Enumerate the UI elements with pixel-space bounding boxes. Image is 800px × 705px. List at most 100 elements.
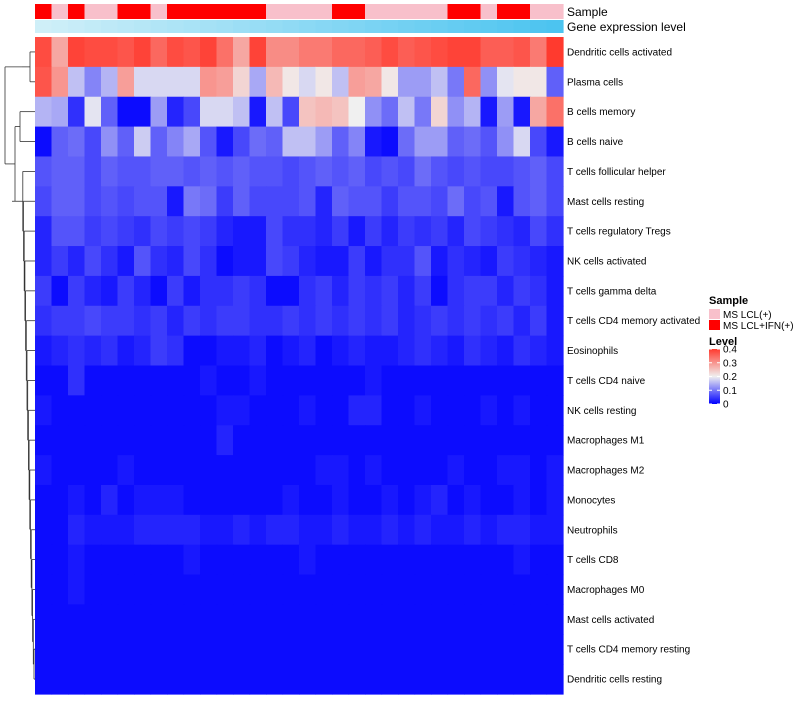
heatmap-cell	[348, 484, 366, 516]
heatmap-cell	[348, 156, 366, 187]
heatmap-cell	[497, 574, 515, 606]
heatmap-cell	[464, 395, 482, 426]
heatmap-cell	[315, 365, 333, 396]
heatmap-cell	[497, 365, 515, 396]
heatmap-cell	[233, 186, 251, 217]
heatmap-cell	[167, 96, 185, 128]
heatmap-cell	[134, 216, 152, 247]
legend-colorbar	[709, 349, 720, 404]
heatmap-cell	[117, 335, 135, 367]
heatmap-cell	[282, 126, 300, 158]
heatmap-cell	[381, 664, 399, 695]
heatmap-cell	[167, 604, 185, 635]
heatmap-cell	[480, 186, 498, 217]
heatmap-cell	[431, 126, 449, 158]
heatmap-cell	[183, 305, 201, 337]
heatmap-cell	[546, 425, 564, 456]
heatmap-cell	[447, 156, 465, 187]
heatmap-cell	[497, 425, 515, 456]
heatmap-cell	[101, 96, 119, 128]
heatmap-cell	[266, 37, 284, 68]
heatmap-cell	[84, 305, 102, 337]
heatmap-cell	[315, 96, 333, 128]
heatmap-cell	[381, 186, 399, 217]
heatmap-cell	[464, 156, 482, 187]
heatmap-cell	[513, 37, 531, 68]
heatmap-cell	[480, 455, 498, 486]
gene-expression-annotation-cell	[381, 20, 399, 33]
heatmap-cell	[348, 37, 366, 68]
row-label: T cells follicular helper	[567, 167, 666, 178]
heatmap-cell	[68, 395, 86, 426]
heatmap-cell	[266, 66, 284, 98]
heatmap-cell	[513, 66, 531, 98]
heatmap-cell	[398, 664, 416, 695]
heatmap-cell	[249, 484, 267, 516]
heatmap-cell	[134, 186, 152, 217]
heatmap-cell	[249, 574, 267, 606]
heatmap-cell	[530, 186, 548, 217]
heatmap-cell	[84, 37, 102, 68]
legend: Sample MS LCL(+) MS LCL+IFN(+) Level 0.4…	[709, 295, 794, 411]
gene-expression-annotation-cell	[183, 20, 201, 33]
heatmap-cell	[480, 37, 498, 68]
heatmap-cell	[200, 634, 218, 665]
sample-annotation-cell	[84, 4, 102, 19]
heatmap-cell	[68, 455, 86, 486]
heatmap-cell	[134, 544, 152, 576]
heatmap-cell	[431, 216, 449, 247]
sample-annotation-cell	[150, 4, 168, 19]
heatmap-cell	[183, 425, 201, 456]
heatmap-cell	[266, 216, 284, 247]
heatmap-cell	[249, 275, 267, 307]
heatmap-cell	[282, 604, 300, 635]
heatmap-cell	[150, 664, 168, 695]
heatmap-cell	[117, 544, 135, 576]
heatmap-cell	[431, 37, 449, 68]
heatmap-cell	[464, 664, 482, 695]
heatmap-cell	[332, 305, 350, 337]
sample-annotation-cell	[51, 4, 69, 19]
heatmap-cell	[216, 514, 234, 546]
heatmap-cell	[299, 246, 317, 277]
heatmap-cell	[381, 455, 399, 486]
heatmap-cell	[51, 156, 69, 187]
heatmap-cell	[68, 604, 86, 635]
heatmap-cell	[464, 186, 482, 217]
heatmap-cell	[35, 514, 53, 546]
heatmap-cell	[414, 455, 432, 486]
heatmap-cell	[447, 484, 465, 516]
heatmap-cell	[348, 365, 366, 396]
heatmap-cell	[167, 514, 185, 546]
heatmap-cell	[134, 305, 152, 337]
heatmap-cell	[464, 335, 482, 367]
heatmap-cell	[447, 365, 465, 396]
heatmap-cell	[35, 216, 53, 247]
heatmap-cell	[431, 514, 449, 546]
heatmap-cell	[414, 246, 432, 277]
heatmap-cell	[546, 275, 564, 307]
heatmap-cell	[315, 634, 333, 665]
heatmap-cell	[365, 156, 383, 187]
heatmap-cell	[513, 425, 531, 456]
heatmap-cell	[51, 544, 69, 576]
heatmap-cell	[233, 126, 251, 158]
heatmap-cell	[117, 574, 135, 606]
sample-annotation-cell	[233, 4, 251, 19]
heatmap-cell	[464, 275, 482, 307]
heatmap-cell	[117, 634, 135, 665]
heatmap-cell	[150, 335, 168, 367]
heatmap-cell	[134, 246, 152, 277]
row-label: Mast cells activated	[567, 615, 654, 626]
heatmap-cell	[299, 335, 317, 367]
heatmap-cell	[299, 484, 317, 516]
heatmap-cell	[84, 425, 102, 456]
row-label: T cells CD4 naive	[567, 376, 646, 387]
heatmap-cell	[233, 574, 251, 606]
heatmap-cell	[68, 425, 86, 456]
heatmap-cell	[150, 156, 168, 187]
heatmap-cell	[117, 37, 135, 68]
heatmap-cell	[117, 664, 135, 695]
heatmap-cell	[381, 604, 399, 635]
heatmap-cell	[68, 66, 86, 98]
